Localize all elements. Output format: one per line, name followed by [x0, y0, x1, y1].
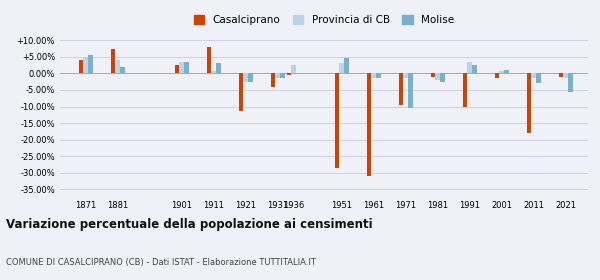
Bar	[244, 73, 248, 82]
Bar	[271, 73, 275, 87]
Bar	[83, 57, 88, 73]
Bar	[527, 73, 531, 133]
Text: Variazione percentuale della popolazione ai censimenti: Variazione percentuale della popolazione…	[6, 218, 373, 231]
Bar	[280, 73, 284, 78]
Bar	[340, 64, 344, 73]
Bar	[504, 70, 509, 73]
Bar	[367, 73, 371, 176]
Bar	[499, 71, 504, 73]
Bar	[110, 48, 115, 73]
Bar	[115, 60, 120, 73]
Bar	[206, 47, 211, 73]
Bar	[239, 73, 243, 111]
Bar	[248, 73, 253, 82]
Bar	[408, 73, 413, 108]
Legend: Casalciprano, Provincia di CB, Molise: Casalciprano, Provincia di CB, Molise	[194, 15, 454, 25]
Bar	[431, 73, 435, 77]
Bar	[216, 64, 221, 73]
Bar	[287, 73, 291, 75]
Bar	[563, 73, 568, 78]
Bar	[184, 62, 188, 73]
Bar	[467, 62, 472, 73]
Bar	[88, 55, 92, 73]
Text: COMUNE DI CASALCIPRANO (CB) - Dati ISTAT - Elaborazione TUTTITALIA.IT: COMUNE DI CASALCIPRANO (CB) - Dati ISTAT…	[6, 258, 316, 267]
Bar	[175, 65, 179, 73]
Bar	[344, 59, 349, 73]
Bar	[494, 73, 499, 78]
Bar	[532, 73, 536, 78]
Bar	[211, 71, 216, 73]
Bar	[472, 65, 476, 73]
Bar	[440, 73, 445, 82]
Bar	[398, 73, 403, 105]
Bar	[403, 73, 408, 78]
Bar	[463, 73, 467, 106]
Bar	[179, 62, 184, 73]
Bar	[275, 73, 280, 78]
Bar	[376, 73, 380, 78]
Bar	[371, 73, 376, 78]
Bar	[568, 73, 572, 92]
Bar	[559, 73, 563, 77]
Bar	[335, 73, 339, 168]
Bar	[536, 73, 541, 83]
Bar	[120, 67, 125, 73]
Bar	[436, 73, 440, 80]
Bar	[292, 65, 296, 73]
Bar	[79, 60, 83, 73]
